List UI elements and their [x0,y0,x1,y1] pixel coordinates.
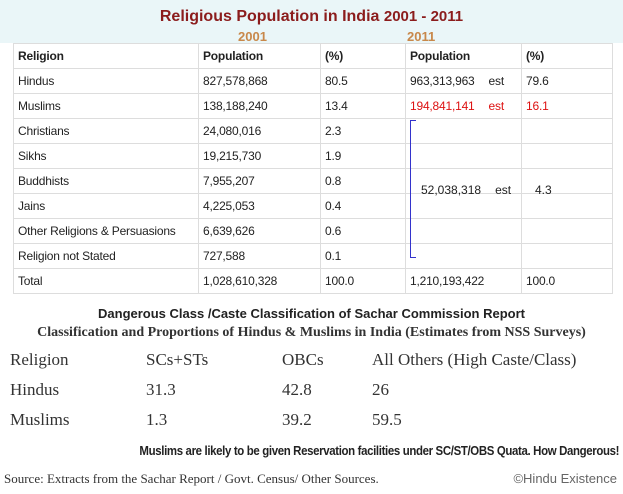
pct-2011-cell [521,143,613,169]
cls-cell: 26 [372,380,389,399]
est-label: est [488,74,505,88]
population-2011-cell [405,168,522,194]
population-table: Religion Population (%) Population (%) H… [13,43,613,294]
header-population-2001: Population [198,43,321,69]
pct-2001-cell: 2.3 [320,118,406,144]
cls-cell: 42.8 [282,380,312,399]
pct-2011-cell: 79.6 [521,68,613,94]
cls-cell: Muslims [10,410,70,429]
merged-pct-2011: 4.3 [535,183,552,197]
page-title: Religious Population in India 2001 - 201… [0,8,623,26]
title-text: Religious Population in India [159,8,380,25]
pct-2001-cell: 80.5 [320,68,406,94]
table-header-row: Religion Population (%) Population (%) [13,43,613,69]
table-row: Christians 24,080,016 2.3 [13,118,613,144]
pct-2001-cell: 0.1 [320,243,406,269]
pct-2011-cell: 16.1 [521,93,613,119]
table-row: Buddhists 7,955,207 0.8 [13,168,613,194]
population-2011-cell [405,118,522,144]
population-2011-cell: 963,313,963 est [405,68,522,94]
religion-cell: Muslims [13,93,199,119]
warning-text: Muslims are likely to be given Reservati… [139,443,619,458]
table-row: Hindus 827,578,868 80.5 963,313,963 est 79.6 [13,68,613,94]
est-label: est [488,99,505,113]
cls-cell: Hindus [10,380,60,399]
population-2001-cell: 1,028,610,328 [198,268,321,294]
header-religion: Religion [13,43,199,69]
pct-2001-cell: 0.4 [320,193,406,219]
pct-2011-cell [521,243,613,269]
pct-2001-cell: 0.6 [320,218,406,244]
population-2001-cell: 138,188,240 [198,93,321,119]
merged-pop-value: 52,038,318 [421,183,482,197]
religion-cell: Other Religions & Persuasions [13,218,199,244]
pct-2011-cell [521,193,613,219]
pop-2011-value: 1,210,193,422 [410,274,485,288]
cls-cell: 31.3 [146,380,176,399]
population-2011-cell [405,193,522,219]
religion-cell: Total [13,268,199,294]
population-2001-cell: 24,080,016 [198,118,321,144]
religion-cell: Christians [13,118,199,144]
pct-2001-cell: 0.8 [320,168,406,194]
religion-cell: Buddhists [13,168,199,194]
classification-heading: Dangerous Class /Caste Classification of… [98,306,525,321]
cls-cell: 59.5 [372,410,402,429]
cls-cell: 39.2 [282,410,312,429]
pct-2001-cell: 13.4 [320,93,406,119]
religion-cell: Sikhs [13,143,199,169]
cls-header-others: All Others (High Caste/Class) [372,350,577,369]
pop-2011-value: 194,841,141 [410,99,475,113]
table-row: Total 1,028,610,328 100.0 1,210,193,422 100.… [13,268,613,294]
merged-est: est [495,183,512,197]
cls-header-scst: SCs+STs [146,350,209,369]
header-pct-2001: (%) [320,43,406,69]
cls-cell: 1.3 [146,410,168,429]
religion-cell: Hindus [13,68,199,94]
merged-bracket [410,120,416,258]
pct-2001-cell: 100.0 [320,268,406,294]
table-row: Jains 4,225,053 0.4 [13,193,613,219]
population-2001-cell: 727,588 [198,243,321,269]
pct-2011-cell [521,218,613,244]
pct-2001-cell: 1.9 [320,143,406,169]
cls-header-obc: OBCs [282,350,324,369]
header-pct-2011: (%) [521,43,613,69]
table-row: Religion not Stated 727,588 0.1 [13,243,613,269]
header-population-2011: Population [405,43,522,69]
population-2011-cell [405,218,522,244]
cls-header-religion: Religion [10,350,69,369]
source-note: Source: Extracts from the Sachar Report … [4,471,379,486]
religion-cell: Religion not Stated [13,243,199,269]
population-2001-cell: 6,639,626 [198,218,321,244]
population-2011-cell: 1,210,193,422 [405,268,522,294]
population-2001-cell: 4,225,053 [198,193,321,219]
header-band [0,0,623,43]
population-2011-cell [405,243,522,269]
population-2001-cell: 7,955,207 [198,168,321,194]
table-row: Other Religions & Persuasions 6,639,626 0.… [13,218,613,244]
table-row: Muslims 138,188,240 13.4 194,841,141 est 16.1 [13,93,613,119]
population-2001-cell: 827,578,868 [198,68,321,94]
title-years: 2001 - 2011 [383,8,464,25]
merged-population-2011: 52,038,318 est [421,183,511,197]
year-label-2001: 2001 [238,29,267,44]
population-2011-cell [405,143,522,169]
religion-cell: Jains [13,193,199,219]
table-row: Sikhs 19,215,730 1.9 [13,143,613,169]
pop-2011-value: 963,313,963 [410,74,475,88]
pct-2011-cell [521,168,613,194]
population-2011-cell: 194,841,141 est [405,93,522,119]
classification-subheading: Classification and Proportions of Hindus… [37,325,586,340]
pct-2011-cell: 100.0 [521,268,613,294]
pct-2011-cell [521,118,613,144]
copyright: ©Hindu Existence [513,471,617,486]
year-label-2011: 2011 [407,29,436,44]
population-2001-cell: 19,215,730 [198,143,321,169]
